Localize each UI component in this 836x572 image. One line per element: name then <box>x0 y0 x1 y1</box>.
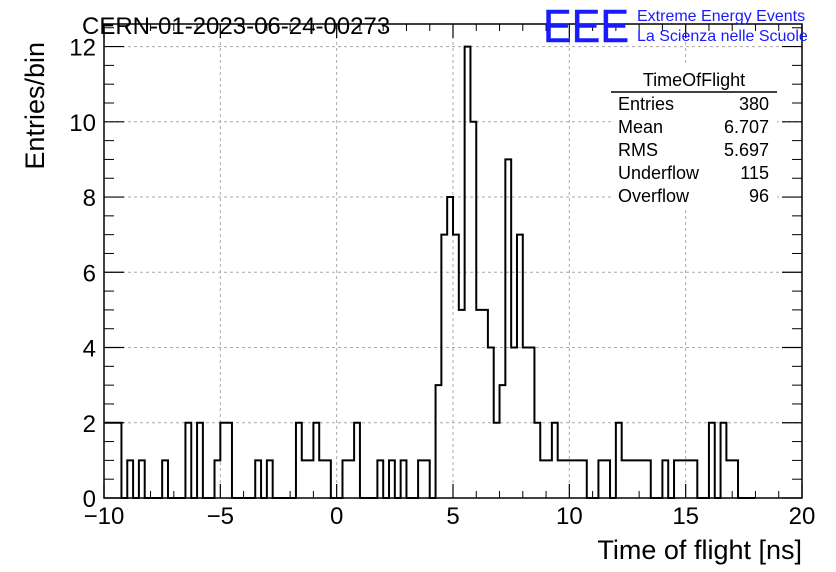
x-tick-label: 15 <box>672 503 699 530</box>
axis-ticks <box>103 24 803 499</box>
y-tick-label: 6 <box>83 260 96 287</box>
x-axis-label: Time of flight [ns] <box>597 535 802 565</box>
logo-line-2: La Scienza nelle Scuole <box>637 28 808 45</box>
stats-rows: Entries 380 Mean 6.707 RMS 5.697 Underflow 115 O… <box>618 94 769 206</box>
x-tick-label: 20 <box>789 503 816 530</box>
x-tick-label: −10 <box>84 503 125 530</box>
stats-row-value: 380 <box>739 94 769 114</box>
logo-line-1: Extreme Energy Events <box>637 8 805 25</box>
grid-lines <box>104 24 802 498</box>
stats-box-bg <box>611 66 777 210</box>
axis-tick-labels: −10 −5 0 5 10 15 20 0 2 4 6 8 10 12 <box>69 35 815 530</box>
stats-row-label: RMS <box>618 140 658 160</box>
stats-box-title: TimeOfFlight <box>643 70 745 90</box>
stats-row-value: 6.707 <box>724 117 769 137</box>
x-tick-label: 5 <box>446 503 459 530</box>
stats-row-label: Entries <box>618 94 674 114</box>
stats-row-label: Mean <box>618 117 663 137</box>
y-axis-label: Entries/bin <box>20 42 50 170</box>
x-tick-label: −5 <box>207 503 234 530</box>
y-tick-label: 8 <box>83 185 96 212</box>
y-tick-label: 12 <box>69 35 96 62</box>
y-tick-label: 4 <box>83 336 96 363</box>
stats-box: TimeOfFlight Entries 380 Mean 6.707 RMS 5.697… <box>611 66 777 210</box>
stats-row-value: 5.697 <box>724 140 769 160</box>
stats-row-value: 115 <box>740 163 769 183</box>
logo-mark: EEE <box>543 0 629 52</box>
x-tick-label: 10 <box>556 503 583 530</box>
chart-title: CERN-01-2023-06-24-00273 <box>82 13 390 40</box>
y-tick-label: 2 <box>83 411 96 438</box>
x-tick-label: 0 <box>330 503 343 530</box>
stats-row-label: Underflow <box>618 163 700 183</box>
stats-row-label: Overflow <box>618 186 690 206</box>
y-tick-label: 0 <box>83 486 96 513</box>
stats-row-value: 96 <box>749 186 769 206</box>
y-tick-label: 10 <box>69 110 96 137</box>
